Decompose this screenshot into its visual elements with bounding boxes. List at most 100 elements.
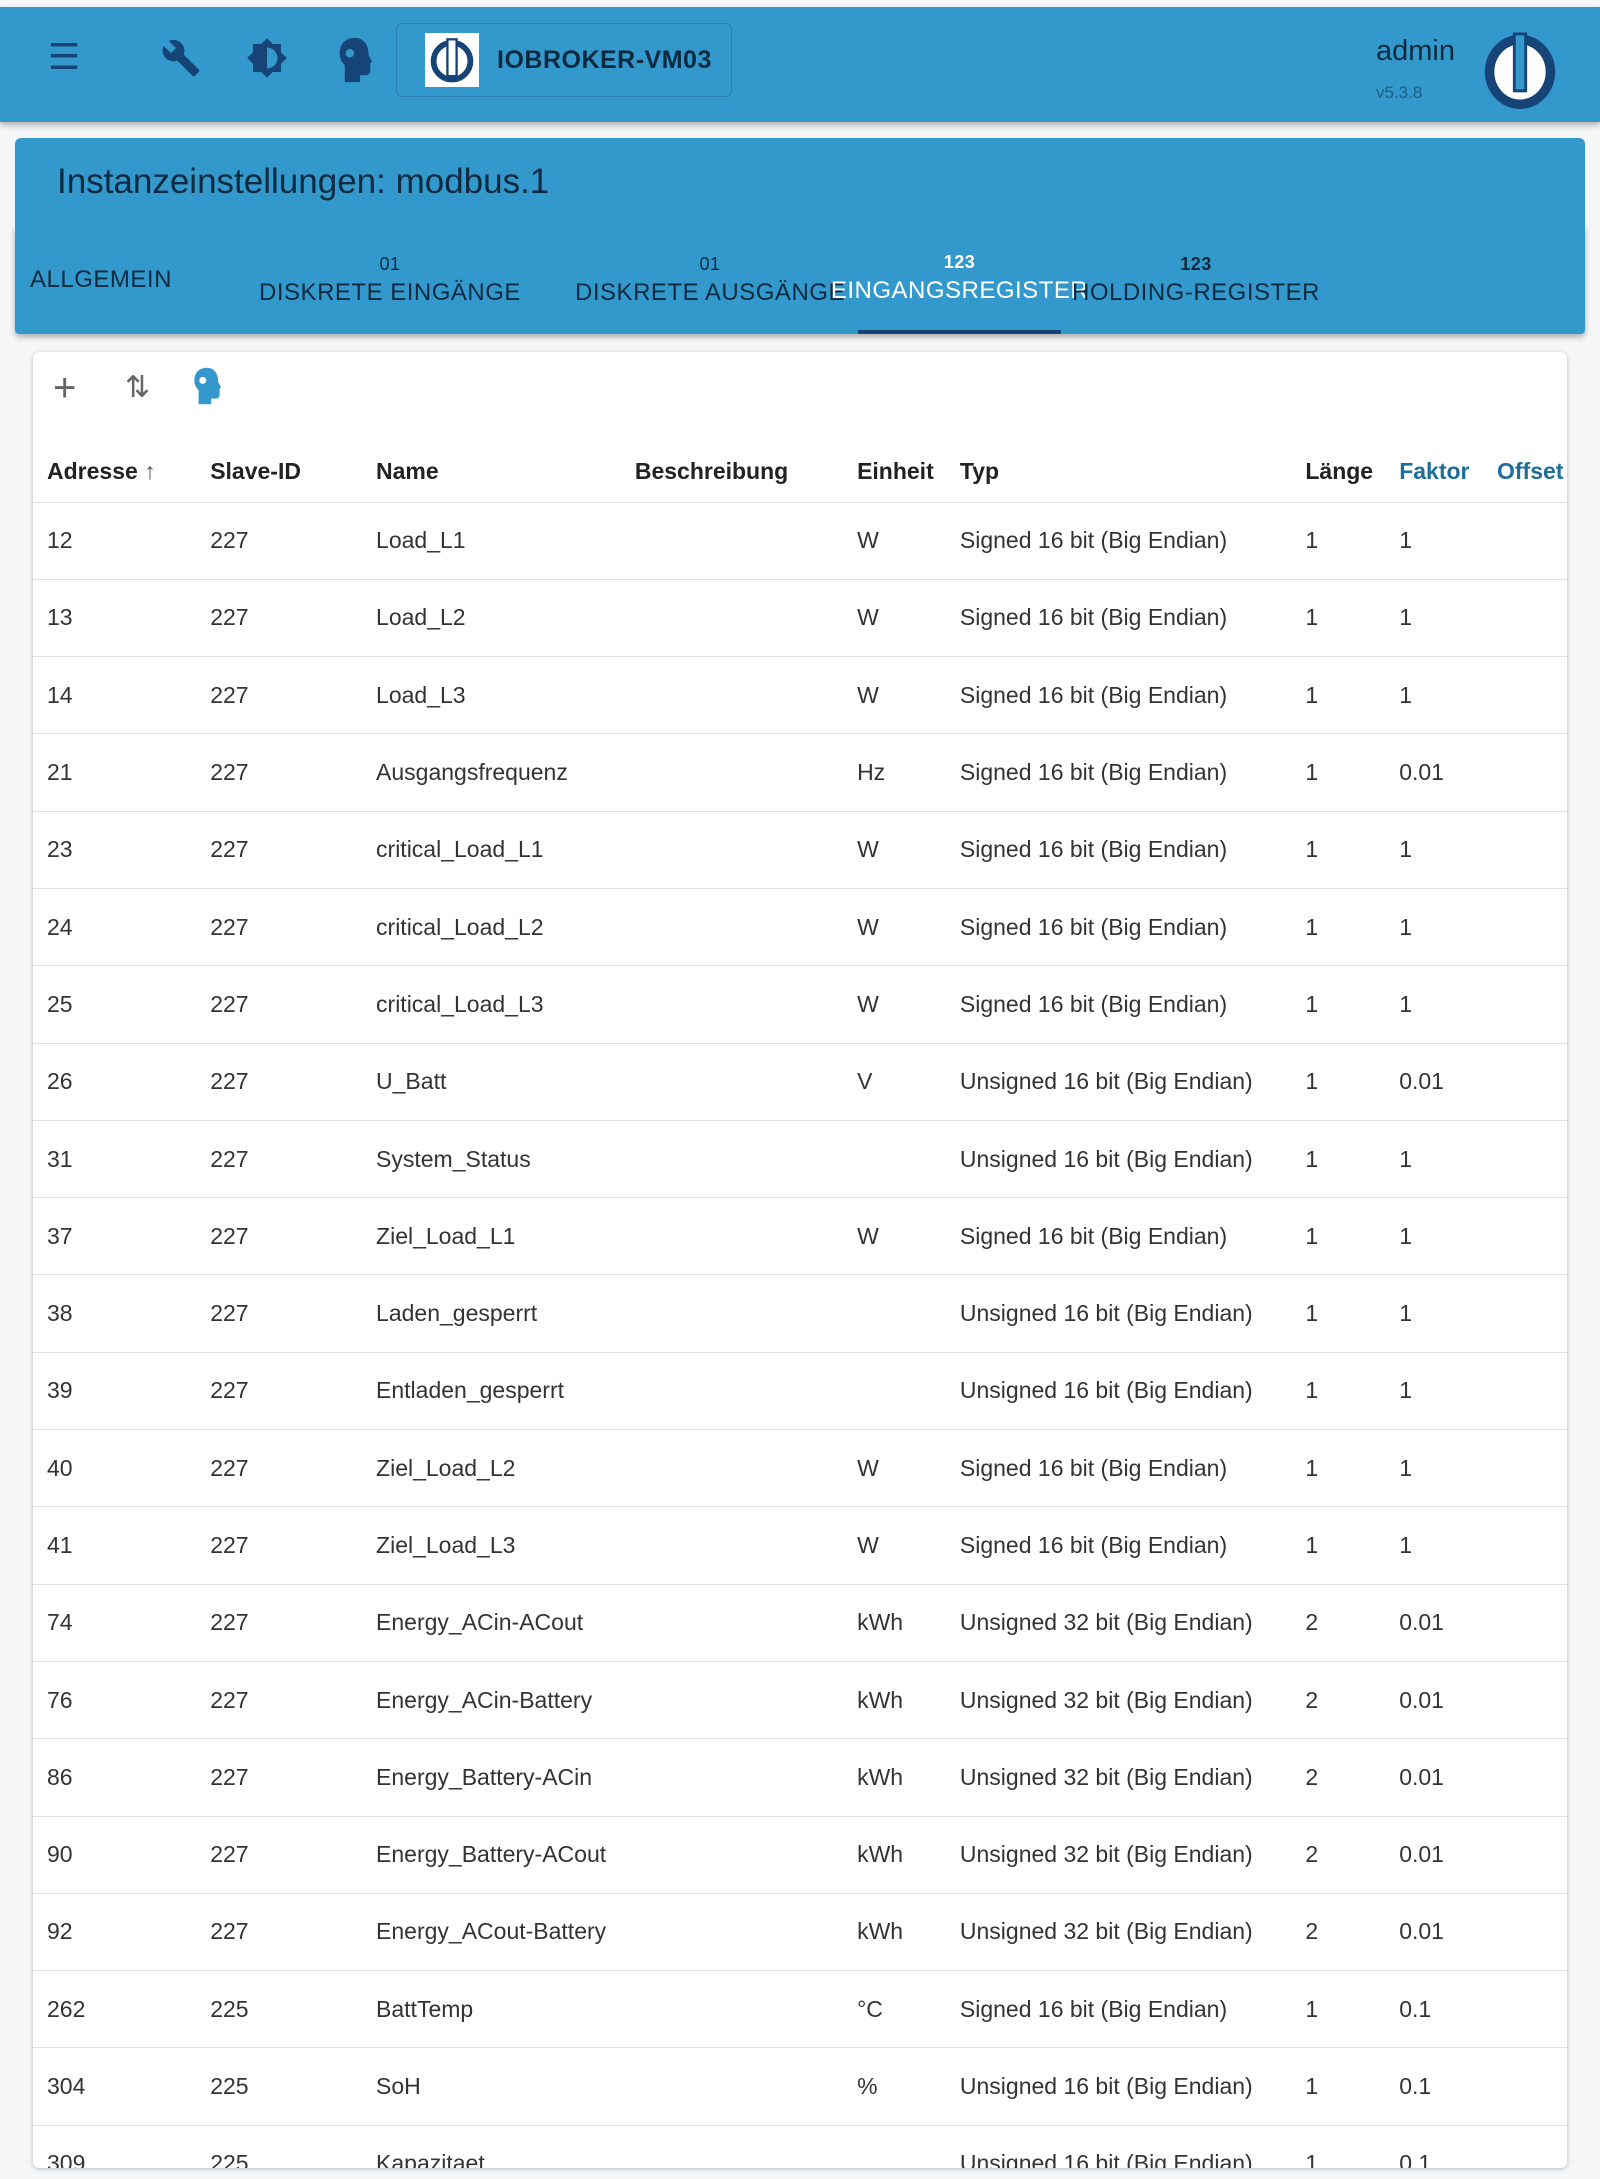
cell-laenge[interactable]: 2 — [1291, 1893, 1386, 1972]
cell-faktor[interactable]: 1 — [1385, 656, 1483, 735]
cell-adresse[interactable]: 26 — [33, 1043, 197, 1121]
cell-slave-id[interactable]: 227 — [196, 1584, 363, 1662]
cell-name[interactable]: Kapazitaet — [362, 2125, 621, 2168]
cell-offset[interactable] — [1483, 888, 1567, 967]
cell-adresse[interactable]: 40 — [33, 1429, 197, 1508]
cell-einheit[interactable]: W — [843, 1506, 946, 1585]
cell-einheit[interactable]: Hz — [843, 733, 946, 812]
cell-slave-id[interactable]: 227 — [196, 1893, 363, 1972]
cell-typ[interactable]: Unsigned 32 bit (Big Endian) — [945, 1584, 1292, 1662]
column-header-typ[interactable]: Typ — [945, 442, 1292, 503]
cell-offset[interactable] — [1483, 656, 1567, 735]
cell-faktor[interactable]: 0.01 — [1385, 733, 1483, 812]
cell-name[interactable]: SoH — [362, 2047, 621, 2126]
column-header-offset[interactable]: Offset — [1483, 442, 1567, 503]
cell-name[interactable]: Energy_ACout-Battery — [362, 1893, 621, 1972]
column-header-laenge[interactable]: Länge — [1291, 442, 1386, 503]
cell-laenge[interactable]: 1 — [1291, 1197, 1386, 1276]
cell-adresse[interactable]: 24 — [33, 888, 197, 967]
cell-name[interactable]: Ziel_Load_L3 — [362, 1506, 621, 1585]
cell-slave-id[interactable]: 227 — [196, 1816, 363, 1894]
cell-offset[interactable] — [1483, 1352, 1567, 1431]
cell-name[interactable]: Ziel_Load_L2 — [362, 1429, 621, 1508]
cell-name[interactable]: Energy_Battery-ACout — [362, 1816, 621, 1894]
cell-einheit[interactable]: °C — [843, 1970, 946, 2049]
cell-adresse[interactable]: 76 — [33, 1661, 197, 1740]
cell-offset[interactable] — [1483, 1893, 1567, 1972]
cell-laenge[interactable]: 2 — [1291, 1584, 1386, 1662]
cell-beschreibung[interactable] — [620, 1274, 844, 1353]
cell-einheit[interactable]: kWh — [843, 1661, 946, 1740]
cell-slave-id[interactable]: 225 — [196, 2125, 363, 2168]
cell-faktor[interactable]: 0.01 — [1385, 1661, 1483, 1740]
sort-import-export-icon[interactable]: ⇅ — [125, 371, 151, 404]
cell-typ[interactable]: Signed 16 bit (Big Endian) — [945, 1429, 1292, 1508]
cell-einheit[interactable]: W — [843, 888, 946, 967]
cell-beschreibung[interactable] — [620, 1352, 844, 1431]
cell-einheit[interactable]: V — [843, 1043, 946, 1121]
cell-slave-id[interactable]: 227 — [196, 1274, 363, 1353]
cell-beschreibung[interactable] — [620, 1661, 844, 1740]
cell-adresse[interactable]: 92 — [33, 1893, 197, 1972]
tab-holding-register[interactable]: 123 HOLDING-REGISTER — [1061, 226, 1331, 334]
cell-beschreibung[interactable] — [620, 965, 844, 1044]
cell-adresse[interactable]: 262 — [33, 1970, 197, 2049]
cell-name[interactable]: BattTemp — [362, 1970, 621, 2049]
cell-einheit[interactable]: kWh — [843, 1816, 946, 1894]
cell-name[interactable]: critical_Load_L1 — [362, 811, 621, 889]
cell-einheit[interactable]: W — [843, 502, 946, 580]
cell-name[interactable]: Energy_ACin-ACout — [362, 1584, 621, 1662]
cell-typ[interactable]: Signed 16 bit (Big Endian) — [945, 1197, 1292, 1276]
tab-allgemein[interactable]: ALLGEMEIN — [29, 226, 173, 334]
cell-laenge[interactable]: 1 — [1291, 1120, 1386, 1199]
column-header-adresse[interactable]: Adresse ↑ — [33, 442, 197, 503]
cell-laenge[interactable]: 1 — [1291, 1970, 1386, 2049]
cell-laenge[interactable]: 1 — [1291, 579, 1386, 658]
cell-offset[interactable] — [1483, 1506, 1567, 1585]
cell-offset[interactable] — [1483, 1661, 1567, 1740]
cell-name[interactable]: critical_Load_L3 — [362, 965, 621, 1044]
cell-name[interactable]: Laden_gesperrt — [362, 1274, 621, 1353]
cell-beschreibung[interactable] — [620, 2047, 844, 2126]
table-row[interactable]: 40 227 Ziel_Load_L2 W Signed 16 bit (Big End… — [33, 1429, 1567, 1508]
cell-adresse[interactable]: 37 — [33, 1197, 197, 1276]
cell-adresse[interactable]: 38 — [33, 1274, 197, 1353]
cell-faktor[interactable]: 1 — [1385, 1429, 1483, 1508]
cell-einheit[interactable]: kWh — [843, 1893, 946, 1972]
cell-typ[interactable]: Unsigned 16 bit (Big Endian) — [945, 1043, 1292, 1121]
table-row[interactable]: 41 227 Ziel_Load_L3 W Signed 16 bit (Big End… — [33, 1506, 1567, 1585]
cell-slave-id[interactable]: 227 — [196, 1429, 363, 1508]
cell-slave-id[interactable]: 227 — [196, 1352, 363, 1431]
table-row[interactable]: 14 227 Load_L3 W Signed 16 bit (Big Endian) 1… — [33, 656, 1567, 735]
table-row[interactable]: 13 227 Load_L2 W Signed 16 bit (Big Endian) 1… — [33, 579, 1567, 658]
cell-einheit[interactable] — [843, 1274, 946, 1353]
table-row[interactable]: 39 227 Entladen_gesperrt Unsigned 16 bit (B… — [33, 1352, 1567, 1431]
cell-einheit[interactable] — [843, 1120, 946, 1199]
table-row[interactable]: 74 227 Energy_ACin-ACout kWh Unsigned 32 bit… — [33, 1584, 1567, 1662]
cell-name[interactable]: Energy_ACin-Battery — [362, 1661, 621, 1740]
table-row[interactable]: 24 227 critical_Load_L2 W Signed 16 bit (Big… — [33, 888, 1567, 967]
table-row[interactable]: 37 227 Ziel_Load_L1 W Signed 16 bit (Big End… — [33, 1197, 1567, 1276]
cell-laenge[interactable]: 1 — [1291, 1274, 1386, 1353]
cell-einheit[interactable]: kWh — [843, 1738, 946, 1817]
column-header-faktor[interactable]: Faktor — [1385, 442, 1483, 503]
table-row[interactable]: 76 227 Energy_ACin-Battery kWh Unsigned 32 b… — [33, 1661, 1567, 1740]
cell-typ[interactable]: Signed 16 bit (Big Endian) — [945, 502, 1292, 580]
cell-slave-id[interactable]: 227 — [196, 1506, 363, 1585]
cell-typ[interactable]: Unsigned 16 bit (Big Endian) — [945, 1120, 1292, 1199]
cell-slave-id[interactable]: 227 — [196, 1120, 363, 1199]
tab-diskrete-eingaenge[interactable]: 01 DISKRETE EINGÄNGE — [235, 226, 545, 334]
cell-name[interactable]: Load_L3 — [362, 656, 621, 735]
cell-faktor[interactable]: 1 — [1385, 811, 1483, 889]
cell-beschreibung[interactable] — [620, 888, 844, 967]
cell-slave-id[interactable]: 227 — [196, 811, 363, 889]
cell-offset[interactable] — [1483, 811, 1567, 889]
cell-adresse[interactable]: 31 — [33, 1120, 197, 1199]
cell-offset[interactable] — [1483, 1197, 1567, 1276]
cell-beschreibung[interactable] — [620, 1893, 844, 1972]
cell-beschreibung[interactable] — [620, 656, 844, 735]
cell-slave-id[interactable]: 225 — [196, 1970, 363, 2049]
cell-faktor[interactable]: 1 — [1385, 1274, 1483, 1353]
cell-adresse[interactable]: 39 — [33, 1352, 197, 1431]
cell-typ[interactable]: Signed 16 bit (Big Endian) — [945, 811, 1292, 889]
